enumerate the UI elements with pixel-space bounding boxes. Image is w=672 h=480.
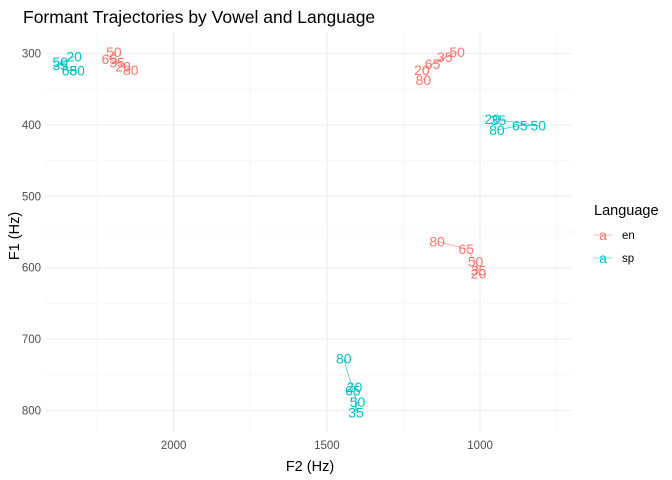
point-label: 35 <box>348 405 364 421</box>
point-label: 65 <box>345 383 361 399</box>
legend-key-glyph: a <box>599 227 607 243</box>
point-label: 50 <box>53 54 69 70</box>
trajectory-line <box>108 51 131 71</box>
point-label: 20 <box>471 265 487 281</box>
trajectory-line <box>492 118 539 131</box>
point-label: 80 <box>336 350 352 366</box>
x-tick-label: 1000 <box>467 440 493 452</box>
point-label: 50 <box>449 44 465 60</box>
point-label: 65 <box>102 51 118 67</box>
point-label: 50 <box>468 253 484 269</box>
point-label: 35 <box>471 263 487 279</box>
point-label: 50 <box>531 118 547 134</box>
x-axis-ticks: 2000 1500 1000 <box>161 440 493 452</box>
point-label: 50 <box>350 394 366 410</box>
legend-item-sp: a sp <box>594 250 634 266</box>
y-tick-label: 500 <box>22 191 41 203</box>
point-label: 65 <box>459 241 475 257</box>
legend-label: sp <box>622 253 634 265</box>
x-tick-label: 2000 <box>161 440 187 452</box>
legend-label: en <box>622 230 635 242</box>
trajectory-line <box>59 56 78 71</box>
y-tick-label: 300 <box>22 48 41 60</box>
chart-title: Formant Trajectories by Vowel and Langua… <box>23 7 375 27</box>
point-label: 80 <box>489 122 505 138</box>
x-axis-title: F2 (Hz) <box>286 459 334 475</box>
point-label: 20 <box>115 58 131 74</box>
legend-key-glyph: a <box>599 250 607 266</box>
point-label: 80 <box>123 62 139 78</box>
legend-title: Language <box>594 203 659 219</box>
point-label: 35 <box>437 49 453 65</box>
point-label: 65 <box>512 118 528 134</box>
point-label: 35 <box>491 112 507 128</box>
y-tick-label: 400 <box>22 120 41 132</box>
legend: a en a sp <box>594 227 635 266</box>
y-axis-title: F1 (Hz) <box>7 212 23 260</box>
point-label: 35 <box>53 57 69 73</box>
point-label: 80 <box>429 233 445 249</box>
point-label: 80 <box>69 63 85 79</box>
y-axis-ticks: 300 400 500 600 700 800 <box>22 48 41 417</box>
legend-item-en: a en <box>594 227 635 243</box>
y-tick-label: 600 <box>22 263 41 275</box>
x-tick-label: 1500 <box>314 440 340 452</box>
trajectory-line <box>421 51 458 81</box>
point-label: 80 <box>416 72 432 88</box>
trajectory-line <box>343 358 358 413</box>
point-label: 20 <box>66 48 82 64</box>
point-label: 20 <box>414 62 430 78</box>
y-tick-label: 800 <box>22 406 41 418</box>
point-label: 50 <box>106 44 122 60</box>
point-label: 65 <box>62 63 78 79</box>
point-label: 35 <box>109 55 125 71</box>
trajectory-line <box>437 241 479 274</box>
y-tick-label: 700 <box>22 334 41 346</box>
grid <box>45 32 572 432</box>
point-label: 65 <box>425 56 441 72</box>
point-label: 20 <box>485 111 501 127</box>
point-label: 20 <box>347 379 363 395</box>
